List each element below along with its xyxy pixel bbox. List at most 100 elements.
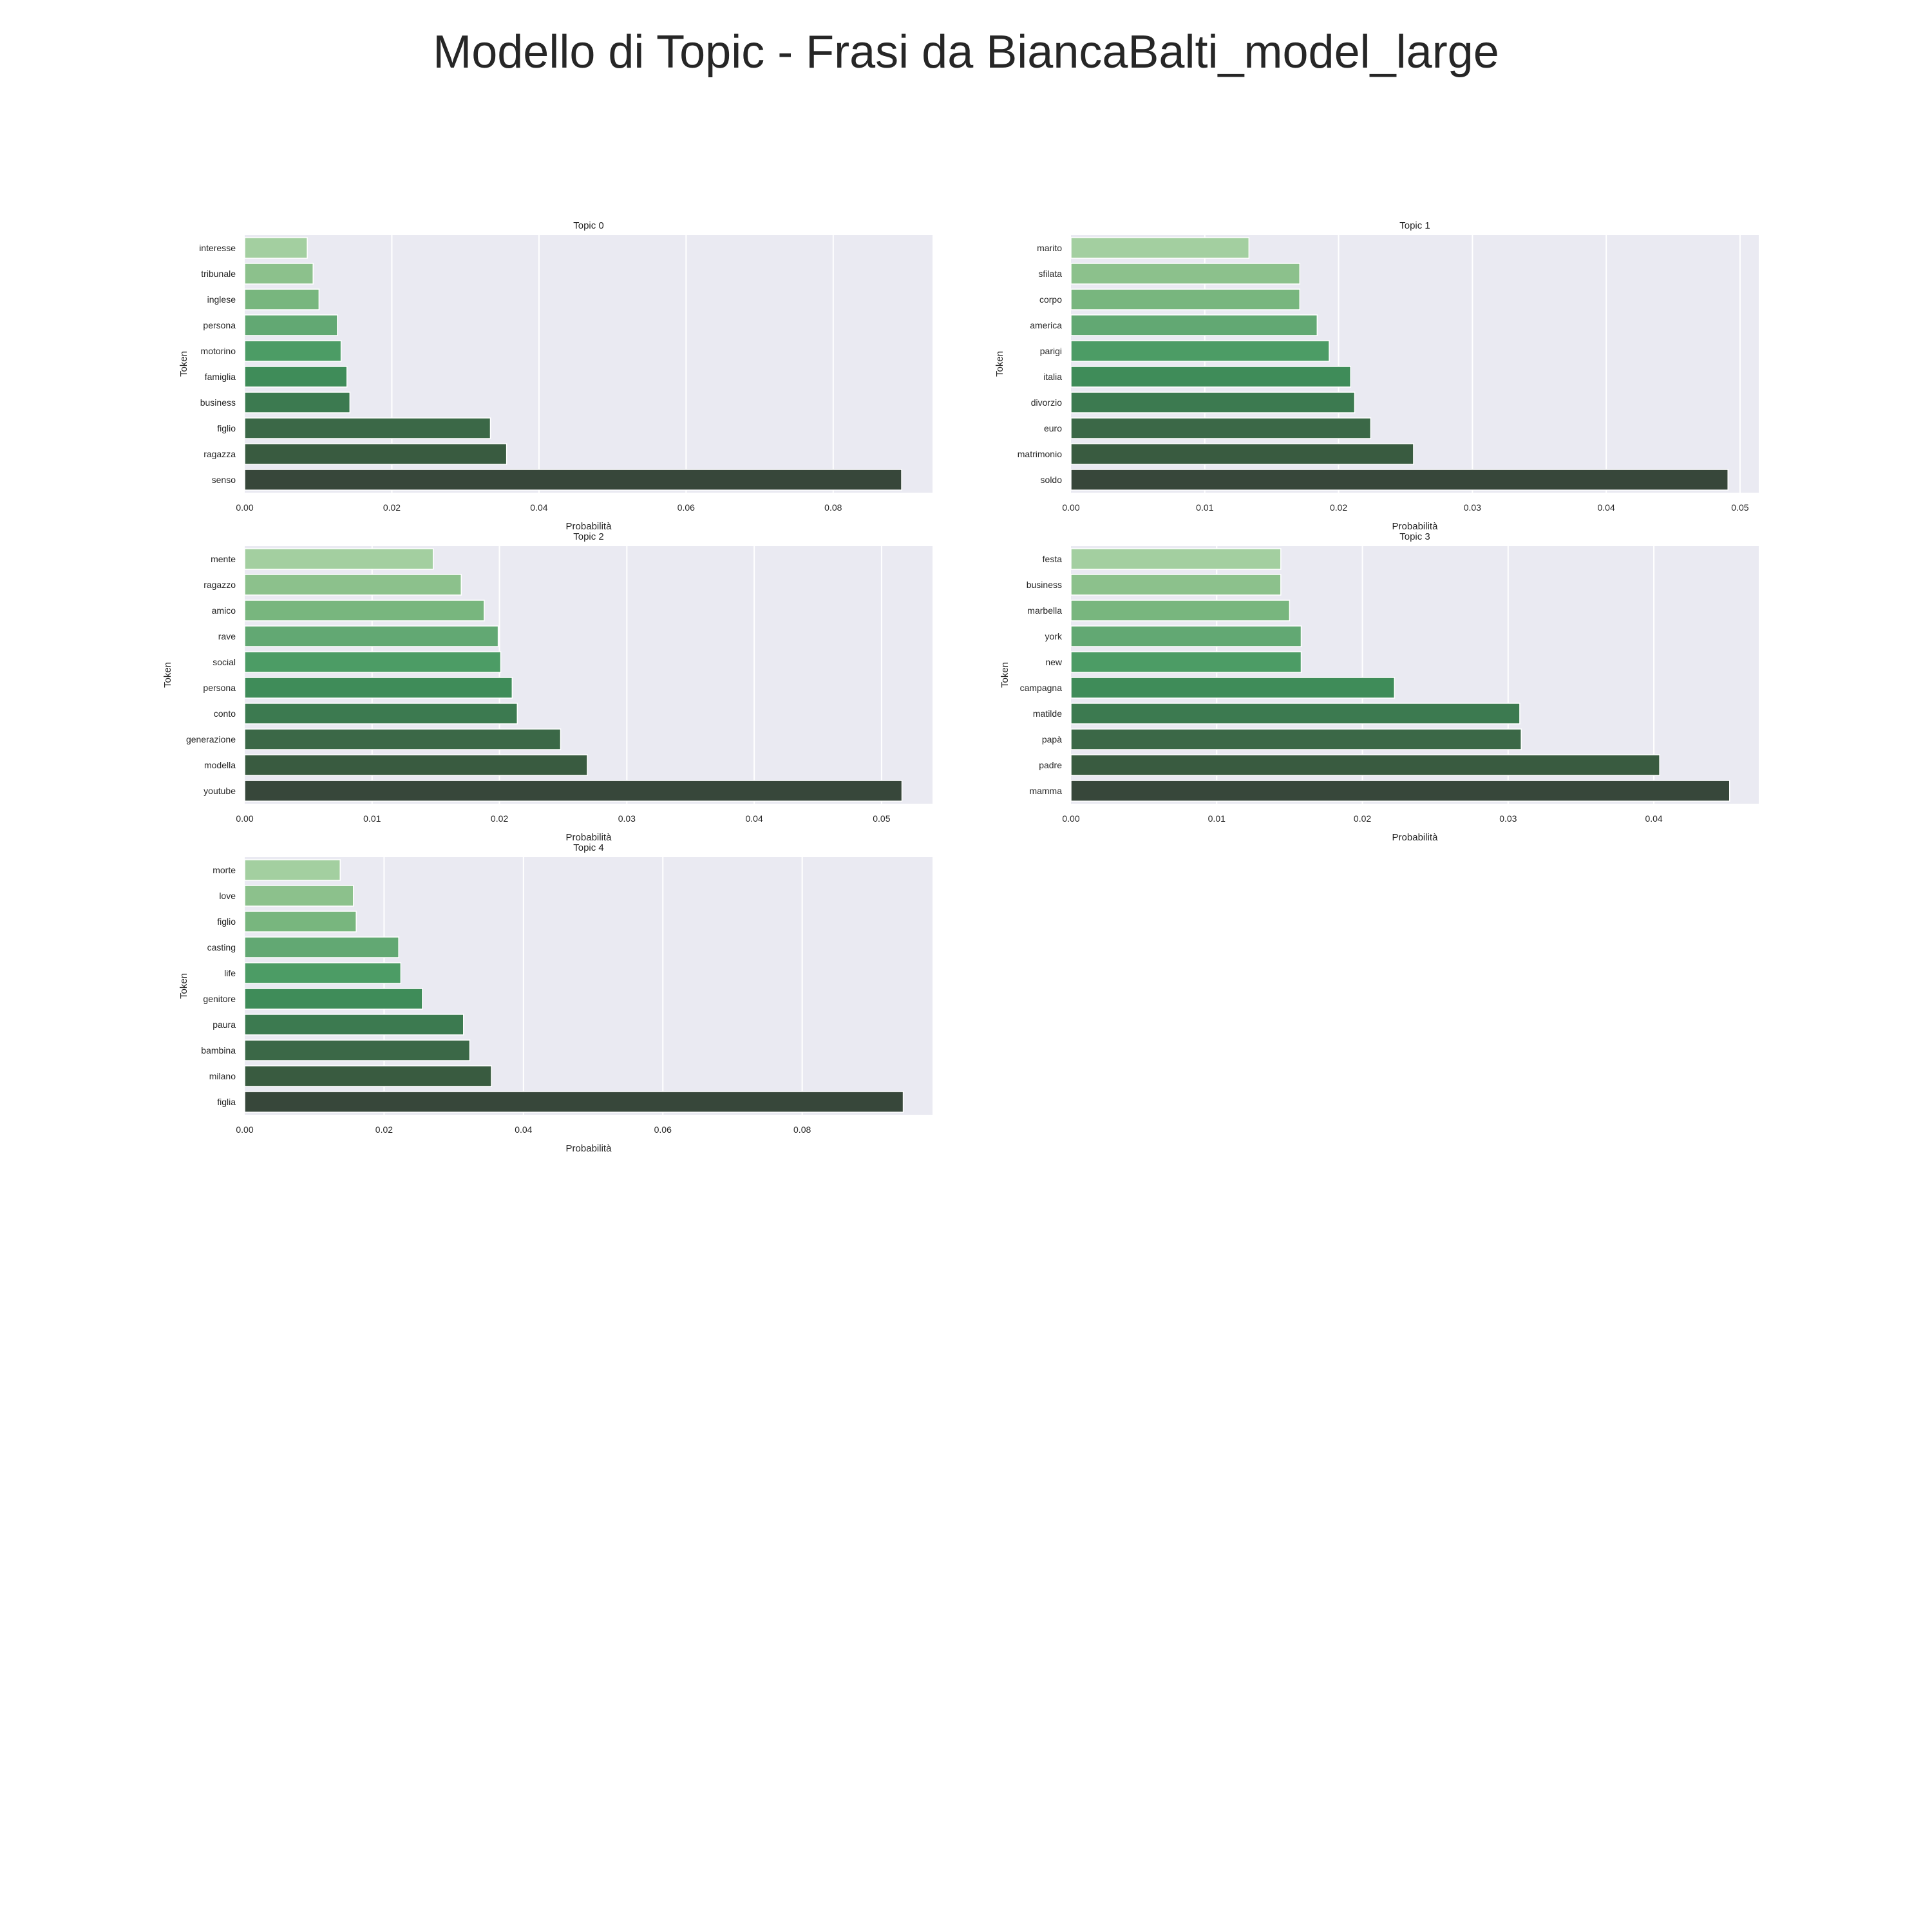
topic-3-bar-york (1070, 625, 1302, 647)
topic-4-category-label: love (219, 891, 236, 901)
topic-2-xtick-label: 0.00 (236, 813, 253, 824)
topic-1-xtick-label: 0.01 (1196, 502, 1213, 513)
topic-3-xtick-label: 0.04 (1645, 813, 1662, 824)
topic-1-chart: marito sfilata corpo america parigi italia div… (994, 220, 1759, 532)
topic-4-bar-milano (244, 1065, 492, 1087)
topic-1-category-label: italia (1043, 372, 1062, 382)
topic-1-category-label: parigi (1040, 346, 1062, 356)
topic-0-ylabel: Token (178, 351, 189, 377)
topic-4-category-label: life (224, 968, 236, 978)
topic-1-category-label: america (1030, 320, 1062, 330)
topic-4-bar-casting (244, 936, 399, 958)
topic-3-bar-campagna (1070, 677, 1396, 699)
topic-4-category-label: genitore (203, 994, 236, 1004)
topic-2-xlabel: Probabilità (566, 832, 612, 843)
topic-3-xtick-label: 0.02 (1354, 813, 1371, 824)
topic-1-bar-divorzio (1070, 392, 1356, 413)
topic-2-category-label: generazione (186, 734, 236, 744)
topic-4-bar-paura (244, 1014, 464, 1036)
topic-4-xtick-label: 0.02 (375, 1124, 393, 1135)
topic-1-xtick-label: 0.05 (1731, 502, 1748, 513)
topic-0-bar-inglese (244, 289, 320, 310)
topic-4-bar-life (244, 962, 402, 984)
topic-3-category-label: new (1045, 657, 1063, 667)
topic-0-xtick-label: 0.00 (236, 502, 253, 513)
topic-3-category-label: mamma (1029, 786, 1062, 796)
topic-2-xtick-label: 0.02 (491, 813, 508, 824)
topic-3-category-label: business (1027, 580, 1062, 590)
topic-2-category-label: mente (211, 554, 236, 564)
topic-1-bar-italia (1070, 366, 1352, 388)
topic-0-category-label: persona (203, 320, 236, 330)
topic-4-bar-love (244, 885, 354, 907)
topic-0-xtick-label: 0.08 (824, 502, 842, 513)
topic-4-chart: morte love figlio casting life genitore paura b… (178, 842, 933, 1154)
topic-1-title: Topic 1 (1399, 220, 1430, 231)
topic-1-category-label: euro (1044, 423, 1062, 433)
topic-1-category-label: divorzio (1031, 397, 1062, 408)
topic-4-title: Topic 4 (573, 842, 604, 853)
topic-4-xlabel: Probabilità (566, 1143, 612, 1154)
topic-0-bar-senso (244, 469, 902, 491)
topic-3-category-label: festa (1043, 554, 1063, 564)
topic-1-bar-euro (1070, 417, 1372, 439)
topic-2-bar-rave (244, 625, 499, 647)
topic-1-category-label: sfilata (1038, 269, 1062, 279)
topic-2-category-label: amico (212, 605, 236, 616)
topic-3-category-label: matilde (1033, 708, 1062, 719)
topic-3-chart: festa business marbella york new campagna mati… (999, 531, 1759, 843)
topic-4-category-label: casting (207, 942, 236, 952)
topic-2-bar-ragazzo (244, 574, 462, 596)
topic-2-category-label: modella (204, 760, 236, 770)
topic-0-category-label: senso (212, 475, 236, 485)
topic-0-title: Topic 0 (573, 220, 604, 231)
topic-1-bar-sfilata (1070, 263, 1301, 285)
topic-3-bar-marbella (1070, 600, 1291, 621)
topic-1-bar-parigi (1070, 340, 1330, 362)
topic-0-xtick-label: 0.06 (677, 502, 695, 513)
topic-1-category-label: corpo (1039, 294, 1062, 305)
topic-0-category-label: tribunale (201, 269, 236, 279)
topic-2-xtick-label: 0.03 (618, 813, 636, 824)
topic-3-xtick-label: 0.03 (1499, 813, 1517, 824)
topic-2-bar-conto (244, 703, 518, 724)
topic-2-xtick-label: 0.04 (745, 813, 762, 824)
topic-4-bar-figlio (244, 911, 357, 933)
topic-2-chart: mente ragazzo amico rave social persona conto g… (162, 531, 933, 843)
topic-4-ylabel: Token (178, 973, 189, 999)
topic-2-category-label: persona (203, 683, 236, 693)
topic-2-category-label: conto (214, 708, 236, 719)
topic-0-category-label: figlio (217, 423, 236, 433)
topic-2-bar-persona (244, 677, 513, 699)
topic-2-category-label: ragazzo (204, 580, 236, 590)
topic-3-category-label: campagna (1020, 683, 1063, 693)
topic-0-chart: interesse tribunale inglese persona motorino… (178, 220, 933, 532)
topic-2-category-label: rave (218, 631, 236, 641)
topic-4-category-label: bambina (201, 1045, 236, 1056)
topic-0-category-label: motorino (201, 346, 236, 356)
topic-4-xtick-label: 0.04 (515, 1124, 532, 1135)
topic-2-category-label: social (213, 657, 236, 667)
topic-4-category-label: figlia (217, 1097, 236, 1107)
topic-0-xlabel: Probabilità (566, 521, 612, 532)
topic-0-category-label: business (200, 397, 236, 408)
topic-3-bar-festa (1070, 548, 1282, 570)
topic-0-bar-famiglia (244, 366, 348, 388)
topic-3-ylabel: Token (999, 662, 1010, 688)
topic-0-bar-interesse (244, 237, 308, 259)
topic-3-title: Topic 3 (1399, 531, 1430, 542)
topic-4-bar-genitore (244, 988, 423, 1010)
topic-0-category-label: famiglia (205, 372, 236, 382)
topic-3-bar-papà (1070, 728, 1522, 750)
topic-1-xtick-label: 0.04 (1598, 502, 1615, 513)
topic-3-xlabel: Probabilità (1392, 832, 1439, 843)
topic-1-ylabel: Token (994, 351, 1005, 377)
topic-3-bar-padre (1070, 754, 1660, 776)
topic-4-category-label: milano (209, 1071, 236, 1081)
topic-0-bar-tribunale (244, 263, 314, 285)
topic-4-bar-morte (244, 859, 341, 881)
topic-2-bar-modella (244, 754, 588, 776)
topic-2-category-label: youtube (204, 786, 236, 796)
topic-1-category-label: matrimonio (1018, 449, 1062, 459)
